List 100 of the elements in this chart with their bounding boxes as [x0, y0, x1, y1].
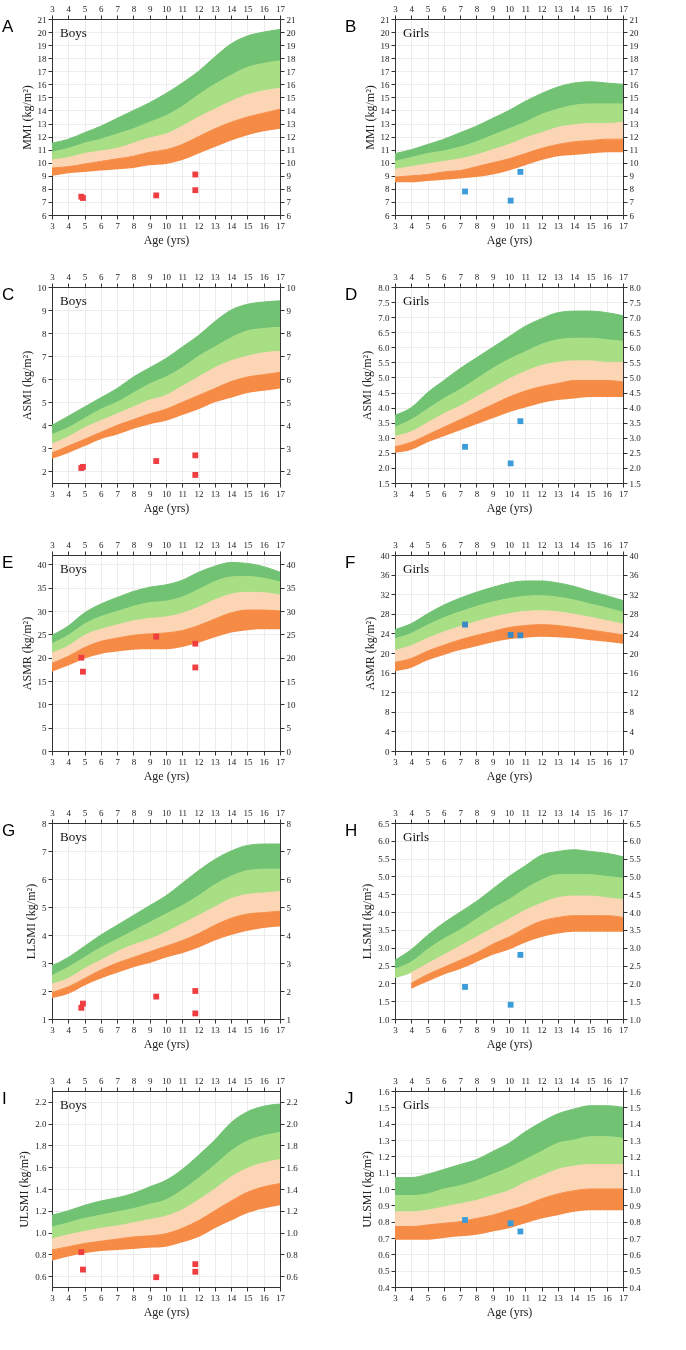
x2-tick-label: 14: [570, 807, 580, 818]
x2-tick-label: 13: [553, 539, 564, 550]
y-tick-label: 12: [37, 132, 47, 143]
x-tick-label: 13: [553, 488, 564, 499]
y-tick-label: 20: [380, 27, 390, 38]
y-tick-label: 4.5: [378, 889, 390, 900]
x2-tick-label: 6: [99, 271, 105, 282]
y2-tick-label: 2.5: [629, 961, 642, 972]
x2-tick-label: 10: [162, 3, 172, 14]
x-tick-label: 4: [409, 488, 415, 499]
y2-tick-label: 13: [286, 119, 296, 130]
y2-tick-label: 4: [629, 726, 635, 737]
y-tick-label: 1.2: [35, 1206, 47, 1217]
y-tick-label: 21: [37, 14, 47, 25]
y-tick-label: 10: [37, 282, 47, 293]
x2-tick-label: 13: [553, 1075, 564, 1086]
y2-tick-label: 11: [286, 145, 296, 156]
y-tick-label: 7: [42, 846, 47, 857]
x2-tick-label: 16: [602, 3, 613, 14]
x2-tick-label: 5: [82, 3, 88, 14]
y2-tick-label: 1.6: [286, 1162, 299, 1173]
x-tick-label: 14: [570, 1292, 580, 1303]
x2-tick-label: 11: [178, 539, 188, 550]
x2-tick-label: 3: [50, 539, 56, 550]
annotation: Boys: [60, 561, 87, 576]
x-tick-label: 10: [162, 488, 172, 499]
y2-tick-label: 8: [286, 818, 292, 829]
y-tick-label: 4: [385, 726, 390, 737]
y-tick-label: 21: [380, 14, 390, 25]
annotation: Boys: [60, 293, 87, 308]
x-tick-label: 11: [178, 1292, 188, 1303]
y-axis-title: ASMI (kg/m²): [19, 350, 34, 421]
x-tick-label: 9: [490, 488, 496, 499]
x-tick-label: 17: [619, 1024, 629, 1035]
x-tick-label: 14: [227, 488, 237, 499]
x-tick-label: 11: [521, 488, 531, 499]
x-tick-label: 7: [115, 488, 121, 499]
y2-tick-label: 13: [629, 119, 639, 130]
x-tick-label: 8: [474, 488, 480, 499]
x2-tick-label: 12: [194, 271, 204, 282]
x2-tick-label: 15: [586, 1075, 596, 1086]
x2-tick-label: 17: [619, 3, 629, 14]
x-tick-label: 12: [537, 1024, 547, 1035]
x2-tick-label: 9: [490, 539, 496, 550]
y2-tick-label: 1.4: [286, 1184, 299, 1195]
y-tick-label: 6: [42, 210, 47, 221]
x-tick-label: 4: [66, 488, 72, 499]
x2-tick-label: 9: [147, 1075, 153, 1086]
x-tick-label: 11: [178, 488, 188, 499]
x2-tick-label: 16: [602, 539, 613, 550]
y-tick-label: 1.3: [378, 1135, 390, 1146]
y-tick-label: 8.0: [378, 282, 390, 293]
x-tick-label: 15: [586, 220, 596, 231]
x2-tick-label: 4: [66, 3, 72, 14]
x2-tick-label: 6: [99, 1075, 105, 1086]
x2-tick-label: 10: [162, 807, 172, 818]
x-tick-label: 14: [570, 220, 580, 231]
y-tick-label: 0.8: [35, 1249, 47, 1260]
x-tick-label: 4: [409, 1292, 415, 1303]
x2-tick-label: 15: [586, 807, 596, 818]
x2-tick-label: 10: [505, 3, 515, 14]
x-tick-label: 3: [50, 220, 56, 231]
x2-tick-label: 6: [442, 271, 448, 282]
y-tick-label: 17: [37, 66, 47, 77]
y2-tick-label: 2: [286, 986, 291, 997]
y2-tick-label: 15: [286, 676, 296, 687]
x-tick-label: 11: [521, 220, 531, 231]
y2-tick-label: 4: [286, 420, 292, 431]
x2-tick-label: 16: [259, 1075, 270, 1086]
x2-tick-label: 6: [442, 539, 448, 550]
x-tick-label: 5: [82, 1292, 88, 1303]
y2-tick-label: 28: [629, 609, 639, 620]
x2-tick-label: 6: [99, 539, 105, 550]
y-tick-label: 1.8: [35, 1140, 47, 1151]
x2-tick-label: 16: [602, 807, 613, 818]
x2-tick-label: 10: [162, 539, 172, 550]
x-tick-label: 10: [162, 756, 172, 767]
y-tick-label: 7.0: [378, 312, 390, 323]
y2-tick-label: 3.5: [629, 925, 642, 936]
y2-tick-label: 2.0: [286, 1119, 299, 1130]
x2-tick-label: 16: [602, 1075, 613, 1086]
x2-tick-label: 10: [162, 271, 172, 282]
chart-title: B: [345, 17, 357, 36]
x-tick-label: 3: [393, 220, 399, 231]
x2-tick-label: 8: [131, 539, 137, 550]
x-tick-label: 5: [82, 756, 88, 767]
y2-tick-label: 16: [629, 668, 639, 679]
y-tick-label: 28: [380, 609, 390, 620]
annotation: Girls: [403, 561, 429, 576]
x-tick-label: 7: [115, 220, 121, 231]
x2-tick-label: 13: [553, 807, 564, 818]
y2-tick-label: 0.5: [629, 1266, 642, 1277]
y2-tick-label: 20: [629, 27, 639, 38]
y-tick-label: 15: [37, 676, 47, 687]
y-axis-title: ASMR (kg/m²): [362, 616, 377, 691]
x-tick-label: 12: [537, 220, 547, 231]
y-tick-label: 10: [380, 158, 390, 169]
x2-tick-label: 17: [619, 271, 629, 282]
x-tick-label: 4: [66, 756, 72, 767]
x2-tick-label: 14: [227, 807, 237, 818]
